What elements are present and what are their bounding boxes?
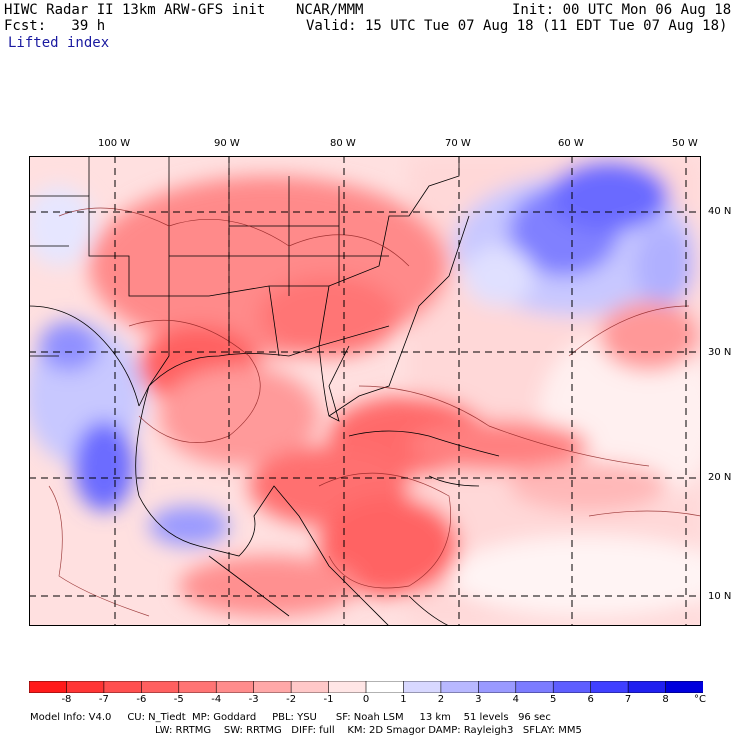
lon-label-60w: 60 W xyxy=(558,138,584,149)
colorbar-tick-label: -1 xyxy=(323,694,334,705)
colorbar xyxy=(29,681,703,693)
colorbar-swatch xyxy=(29,681,68,693)
colorbar-swatch xyxy=(627,681,667,693)
colorbar-tick-label: -4 xyxy=(211,694,222,705)
lat-label-20n: 20 N xyxy=(708,472,732,483)
colorbar-tick-label: -5 xyxy=(173,694,184,705)
colorbar-swatch xyxy=(328,681,367,693)
colorbar-tick-label: 0 xyxy=(362,694,370,705)
colorbar-unit: °C xyxy=(694,694,706,705)
field-name: Lifted index xyxy=(8,35,110,51)
colorbar-swatch xyxy=(290,681,330,693)
colorbar-swatch xyxy=(552,681,592,693)
lat-label-10n: 10 N xyxy=(708,591,732,602)
colorbar-swatch xyxy=(66,681,105,693)
colorbar-swatch xyxy=(215,681,255,693)
colorbar-tick-label: 1 xyxy=(400,694,407,705)
colorbar-tick-label: 7 xyxy=(624,694,632,705)
colorbar-swatch xyxy=(141,681,180,693)
colorbar-tick-label: -2 xyxy=(286,694,297,705)
colorbar-tick-label: 2 xyxy=(437,694,445,705)
colorbar-tick-label: 3 xyxy=(475,694,482,705)
colorbar-swatch xyxy=(365,681,405,693)
colorbar-swatch xyxy=(253,681,292,693)
colorbar-swatch xyxy=(515,681,555,693)
lon-label-100w: 100 W xyxy=(98,138,131,149)
model-info-line1: Model Info: V4.0 CU: N_Tiedt MP: Goddard… xyxy=(30,712,551,723)
valid-time: Valid: 15 UTC Tue 07 Aug 18 (11 EDT Tue … xyxy=(306,18,728,34)
political-boundaries xyxy=(29,156,500,626)
lon-label-80w: 80 W xyxy=(330,138,356,149)
colorbar-swatch xyxy=(178,681,218,693)
product-title: HIWC Radar II 13km ARW-GFS init xyxy=(4,2,266,18)
model-info-line2: LW: RRTMG SW: RRTMG DIFF: full KM: 2D Sm… xyxy=(155,725,582,736)
colorbar-tick-label: -6 xyxy=(136,694,147,705)
lat-label-30n: 30 N xyxy=(708,347,732,358)
colorbar-tick-label: -8 xyxy=(61,694,72,705)
colorbar-swatch xyxy=(103,681,143,693)
lon-label-70w: 70 W xyxy=(445,138,471,149)
latlon-grid xyxy=(29,156,701,626)
init-time: Init: 00 UTC Mon 06 Aug 18 xyxy=(512,2,732,18)
colorbar-tick-label: 8 xyxy=(662,694,669,705)
colorbar-swatch xyxy=(590,681,629,693)
colorbar-tick-label: -7 xyxy=(98,694,109,705)
colorbar-swatch xyxy=(403,681,442,693)
colorbar-swatch xyxy=(665,681,703,693)
field-shading xyxy=(29,156,701,626)
colorbar-swatch xyxy=(440,681,480,693)
lat-label-40n: 40 N xyxy=(708,206,732,217)
lon-label-90w: 90 W xyxy=(214,138,240,149)
lifted-index-map xyxy=(29,156,701,626)
colorbar-tick-label: 5 xyxy=(550,694,557,705)
colorbar-tick-label: -3 xyxy=(248,694,259,705)
colorbar-tick-label: 4 xyxy=(512,694,519,705)
organization-label: NCAR/MMM xyxy=(296,2,364,18)
forecast-hour: Fcst: 39 h xyxy=(4,18,106,34)
colorbar-swatch xyxy=(478,681,517,693)
lon-label-50w: 50 W xyxy=(672,138,698,149)
colorbar-tick-label: 6 xyxy=(587,694,594,705)
